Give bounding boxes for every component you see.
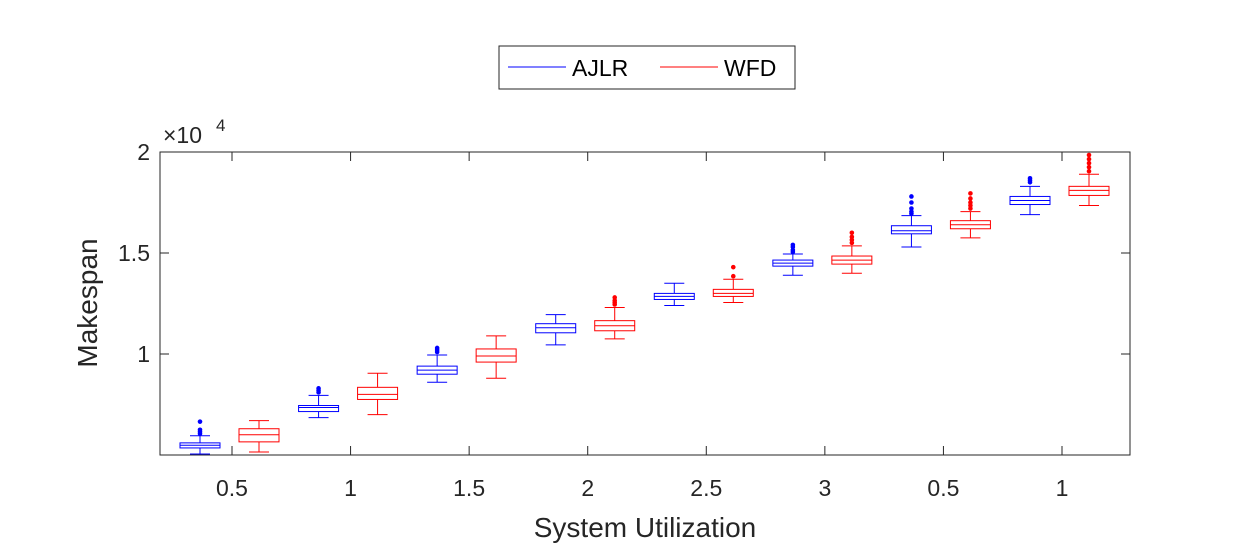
outlier-point [197, 419, 203, 424]
outlier-point [1086, 168, 1092, 174]
box-wfd-3 [475, 335, 517, 379]
legend: AJLR WFD [498, 45, 796, 90]
box-body [1068, 185, 1110, 196]
box-body [238, 428, 280, 443]
outlier-point [1086, 152, 1092, 158]
box-ajlr-1 [179, 419, 221, 455]
x-tick-label: 0.5 [927, 475, 959, 501]
box-series [179, 152, 1110, 455]
box-wfd-6 [831, 230, 873, 274]
outlier-point [968, 196, 973, 201]
box-wfd-2 [357, 372, 399, 416]
y-exponent-power: 4 [216, 116, 225, 135]
outlier-point [612, 295, 618, 300]
box-wfd-7 [949, 191, 991, 239]
outlier-point [909, 200, 914, 205]
x-tick-label: 1.5 [453, 475, 485, 501]
outlier-point [316, 386, 321, 391]
plot-area [159, 151, 1131, 456]
x-tick-label: 3 [818, 475, 831, 501]
outlier-point [790, 242, 796, 248]
outlier-point [909, 206, 914, 211]
legend-label-wfd: WFD [724, 55, 776, 81]
y-exponent-base: ×10 [163, 122, 202, 148]
box-body [357, 386, 399, 400]
box-wfd-5 [712, 264, 754, 303]
box-body [535, 323, 577, 334]
x-tick-label: 0.5 [216, 475, 248, 501]
outlier-point [849, 230, 855, 236]
y-axis: 11.52 [118, 139, 1130, 367]
x-tick-label: 2 [581, 475, 594, 501]
box-ajlr-6 [772, 242, 814, 276]
box-ajlr-5 [653, 282, 695, 307]
outlier-point [1086, 156, 1092, 162]
y-tick-label: 2 [137, 139, 150, 165]
x-tick-label: 1 [344, 475, 357, 501]
x-axis-title: System Utilization [534, 512, 757, 543]
box-ajlr-8 [1009, 175, 1051, 216]
outlier-point [730, 264, 736, 270]
box-wfd-8 [1068, 152, 1110, 207]
box-ajlr-2 [298, 386, 340, 419]
x-tick-label: 1 [1056, 475, 1069, 501]
outlier-point [1086, 164, 1092, 170]
axes-frame [159, 151, 1131, 456]
box-wfd-1 [238, 420, 280, 453]
box-wfd-4 [594, 295, 636, 340]
box-body [475, 348, 517, 363]
box-ajlr-3 [416, 345, 458, 383]
box-body [298, 405, 340, 413]
outlier-point [197, 427, 203, 433]
y-tick-label: 1 [137, 341, 150, 367]
box-body [712, 288, 754, 297]
outlier-point [909, 194, 914, 199]
box-ajlr-4 [535, 314, 577, 346]
y-exponent-label: ×10 4 [163, 116, 225, 148]
x-axis: 0.5 1 1.5 2 2.5 3 0.5 1 [216, 152, 1068, 501]
outlier-point [730, 273, 736, 279]
outlier-point [434, 345, 440, 351]
y-axis-title: Makespan [72, 238, 103, 367]
outlier-point [849, 234, 855, 240]
box-body [890, 225, 932, 235]
outlier-point [968, 200, 973, 205]
outlier-point [968, 191, 973, 196]
x-tick-label: 2.5 [690, 475, 722, 501]
legend-label-ajlr: AJLR [572, 55, 628, 81]
box-ajlr-7 [890, 194, 932, 248]
y-tick-label: 1.5 [118, 240, 150, 266]
outlier-point [1086, 160, 1092, 166]
outlier-point [1027, 175, 1033, 181]
